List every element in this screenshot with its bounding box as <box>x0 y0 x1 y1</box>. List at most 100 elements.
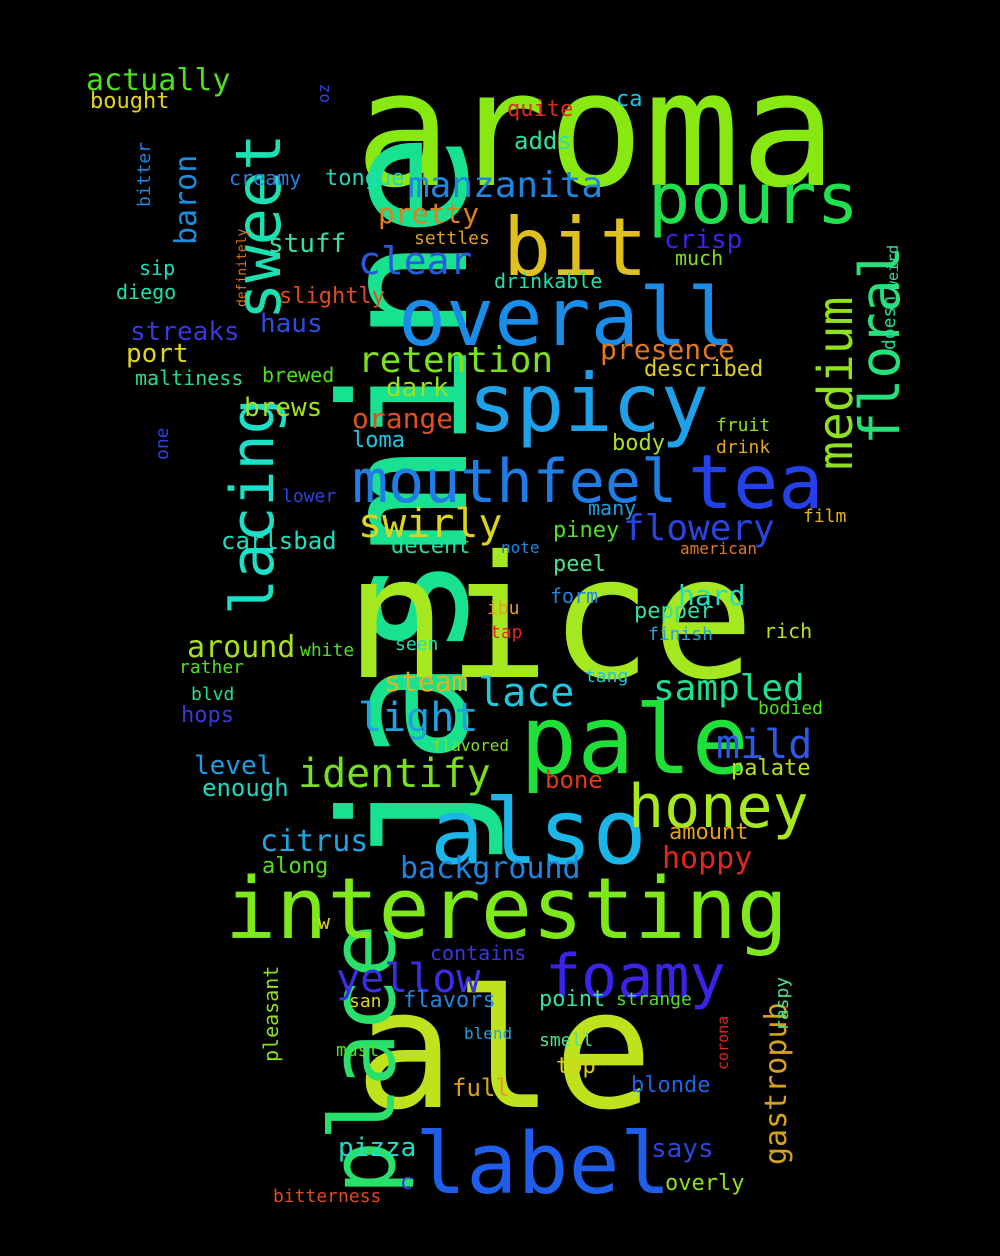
word-ca: ca <box>616 87 643 113</box>
word-tap: tap <box>490 621 523 643</box>
word-adds: adds <box>514 126 572 155</box>
word-bought: bought <box>90 89 170 115</box>
word-c: c <box>400 1170 414 1196</box>
word-carlsbad: carlsbad <box>221 526 337 555</box>
word-stuff: stuff <box>268 229 347 260</box>
word-point: point <box>539 987 606 1013</box>
word-spicy: spicy <box>468 357 709 450</box>
word-baron: baron <box>169 154 205 245</box>
word-decent: decent <box>391 534 471 560</box>
word-smell: smell <box>539 1029 594 1051</box>
word-around: around <box>187 630 296 665</box>
word-hops: hops <box>181 703 234 729</box>
word-flavored: flavored <box>432 736 510 756</box>
word-pours: pours <box>648 158 859 240</box>
word-definitely: definitely <box>235 228 251 307</box>
word-top: top <box>556 1054 596 1080</box>
word-strange: strange <box>616 988 692 1010</box>
word-yellow: yellow <box>336 956 481 1002</box>
word-actually: actually <box>86 63 231 98</box>
word-overly: overly <box>665 1171 745 1197</box>
word-piney: piney <box>553 518 620 544</box>
word-also: also <box>430 780 647 885</box>
word-lacing: lacing <box>217 398 288 615</box>
word-bone: bone <box>545 765 603 794</box>
word-seen: seen <box>395 633 439 655</box>
word-blvd: blvd <box>191 683 235 705</box>
word-level: level <box>194 751 273 782</box>
word-lower: lower <box>282 485 337 507</box>
word-must: must <box>336 1039 380 1061</box>
word-hard: hard <box>678 578 746 612</box>
word-pale: pale <box>520 686 749 796</box>
word-sampled: sampled <box>653 668 805 710</box>
word-bodied: bodied <box>758 697 824 719</box>
word-lace: lace <box>478 670 575 716</box>
word-full: full <box>452 1073 510 1102</box>
word-along: along <box>262 854 329 880</box>
word-finish: finish <box>648 623 714 645</box>
word-clear: clear <box>358 238 473 283</box>
word-nice: nice <box>345 520 755 718</box>
word-medium: medium <box>808 296 865 470</box>
word-brews: brews <box>244 393 323 424</box>
word-much: much <box>675 246 724 270</box>
word-brewed: brewed <box>262 363 335 387</box>
word-w: w <box>318 910 331 934</box>
word-honey: honey <box>628 772 809 842</box>
word-pizza: pizza <box>338 1133 417 1164</box>
word-weird: weird <box>884 244 903 290</box>
word-one: one <box>151 427 173 460</box>
word-rather: rather <box>179 656 245 678</box>
word-haus: haus <box>260 309 323 340</box>
word-film: film <box>803 505 847 527</box>
word-manzanita: manzanita <box>408 165 604 207</box>
word-blend: blend <box>464 1024 513 1044</box>
word-background: background <box>400 851 581 886</box>
word-maltiness: maltiness <box>135 366 244 390</box>
word-retention: retention <box>358 340 554 382</box>
word-mild: mild <box>716 722 813 768</box>
word-palate: palate <box>731 756 811 782</box>
word-interesting: interesting <box>225 860 788 959</box>
word-ibu: ibu <box>487 597 520 619</box>
word-hoppy: hoppy <box>662 841 753 876</box>
word-quite: quite <box>507 97 574 123</box>
word-identify: identify <box>298 751 491 797</box>
word-dark: dark <box>386 373 449 404</box>
word-bit: bit <box>503 201 648 294</box>
word-tang: tang <box>585 665 629 687</box>
word-presence: presence <box>600 332 735 366</box>
word-mouthfeel: mouthfeel <box>352 447 678 517</box>
word-drink: drink <box>716 436 771 458</box>
word-tea: tea <box>688 438 824 526</box>
word-swirly: swirly <box>358 501 503 547</box>
word-crisp: crisp <box>664 225 743 256</box>
word-streaks: streaks <box>130 317 240 348</box>
word-enough: enough <box>202 773 289 802</box>
word-pleasant: pleasant <box>258 965 283 1062</box>
word-san: san <box>349 990 382 1012</box>
word-flowery: flowery <box>623 508 775 550</box>
word-fruit: fruit <box>716 414 771 436</box>
word-port: port <box>126 339 189 370</box>
word-pepper: pepper <box>634 599 714 625</box>
word-note: note <box>501 538 540 558</box>
word-many: many <box>588 496 637 520</box>
word-aroma: aroma <box>355 36 837 223</box>
word-contains: contains <box>430 941 527 965</box>
word-settles: settles <box>414 227 490 249</box>
word-diego: diego <box>116 280 177 304</box>
word-raspy: raspy <box>771 976 793 1031</box>
word-loma: loma <box>352 428 405 454</box>
word-orange: orange <box>352 401 454 435</box>
word-doesn: doesn <box>878 295 900 350</box>
word-oz: oz <box>314 83 334 103</box>
word-steam: steam <box>384 664 469 698</box>
word-overall: overall <box>398 271 736 364</box>
word-label: label <box>415 1115 671 1214</box>
word-light: light <box>358 695 479 741</box>
word-body: body <box>612 431 665 457</box>
word-corona: corona <box>714 1015 733 1070</box>
